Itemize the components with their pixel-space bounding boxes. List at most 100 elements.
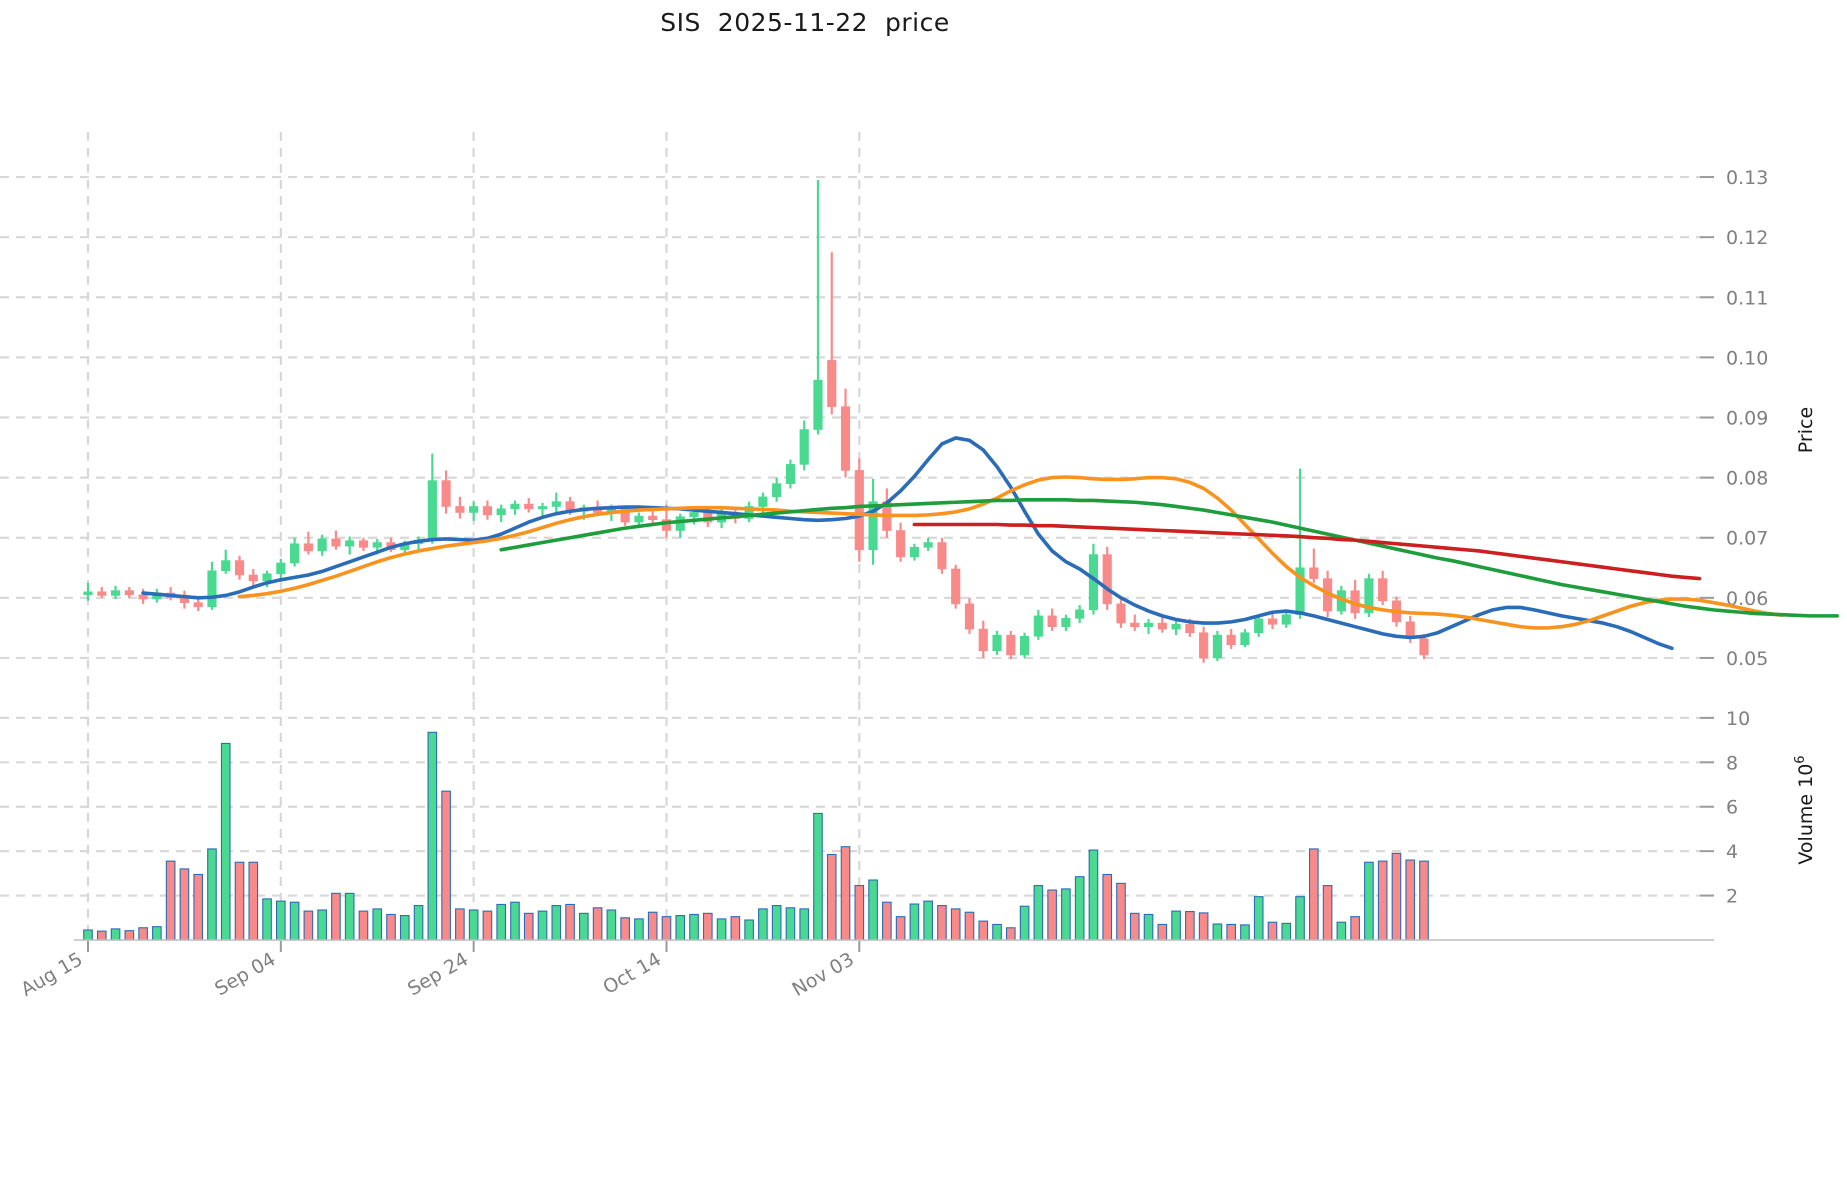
candle-body	[909, 547, 919, 558]
candle-body	[1240, 632, 1250, 646]
candle-body	[110, 590, 121, 596]
candle-body	[978, 628, 988, 652]
volume-bar	[248, 861, 259, 941]
price-panel: 0.13 0.12 0.11 0.10 0.09 0.08 0.07 0.06 0.05 Pric…	[0, 132, 1839, 700]
volume-bar	[1129, 912, 1140, 941]
candle-body	[868, 501, 878, 551]
candle-body	[372, 542, 382, 548]
volume-bar	[276, 900, 286, 941]
volume-bar	[647, 911, 658, 941]
price-tick-label: 0.05	[1726, 648, 1768, 670]
candle-body	[537, 506, 548, 510]
volume-bar	[1281, 922, 1292, 941]
candle-body	[1075, 609, 1085, 619]
candle-body	[661, 519, 672, 531]
volume-bar	[1116, 882, 1126, 941]
candle-body	[551, 501, 561, 507]
volume-tick-label: 8	[1726, 752, 1738, 774]
volume-bar	[441, 790, 451, 941]
volume-bar	[165, 860, 176, 941]
volume-bar	[1308, 848, 1319, 941]
volume-series	[83, 731, 1429, 941]
price-tick-label: 0.12	[1726, 227, 1768, 249]
x-tick-label: Sep 24	[404, 948, 472, 1000]
candle-body	[923, 542, 933, 548]
volume-bar	[1102, 873, 1113, 941]
candle-body	[785, 464, 796, 484]
volume-bar	[207, 848, 217, 941]
volume-bar	[1143, 913, 1154, 941]
volume-bar	[950, 908, 961, 941]
price-tick-label: 0.10	[1726, 347, 1768, 369]
volume-bar	[1240, 924, 1250, 941]
volume-bar	[413, 905, 424, 941]
candle-body	[290, 543, 300, 564]
volume-bar	[1405, 859, 1416, 941]
volume-bar	[868, 879, 878, 941]
volume-bar	[482, 910, 493, 941]
candle-body	[772, 483, 782, 498]
volume-bar	[565, 903, 575, 941]
volume-bar	[661, 916, 672, 941]
volume-bar	[620, 917, 630, 941]
candle-body	[441, 480, 451, 507]
ma-red-line	[912, 522, 1702, 581]
candle-body	[469, 506, 479, 513]
volume-panel: 10 8 6 4 2 Volume 106	[0, 701, 1817, 945]
price-axis-title: Price	[1795, 407, 1817, 453]
volume-bar	[964, 911, 975, 941]
volume-bar	[675, 915, 686, 941]
candle-body	[1364, 578, 1374, 614]
volume-bar	[193, 873, 204, 941]
volume-bar	[1019, 905, 1030, 941]
volume-bar	[702, 912, 713, 941]
volume-bar	[1226, 923, 1236, 941]
x-tick-label: Aug 15	[17, 948, 86, 1001]
candle-body	[482, 506, 492, 516]
volume-bar	[83, 929, 93, 941]
volume-bar	[1074, 876, 1085, 941]
candle-body	[1020, 636, 1030, 656]
candle-body	[1157, 622, 1167, 630]
volume-bar	[771, 905, 782, 941]
price-tick-label: 0.08	[1726, 468, 1768, 490]
volume-bar	[1377, 860, 1388, 941]
candle-body	[345, 540, 355, 547]
volume-bar	[1088, 849, 1099, 941]
volume-bar	[358, 910, 369, 941]
volume-bar	[909, 903, 920, 941]
ma-blue-line	[141, 436, 1674, 651]
volume-bar	[1212, 923, 1223, 941]
volume-tick-label: 2	[1726, 886, 1738, 908]
candle-body	[937, 542, 947, 570]
page-title: SIS 2025-11-22 price	[660, 8, 950, 37]
volume-bar	[1047, 889, 1057, 941]
volume-bar	[537, 910, 548, 941]
volume-bar	[992, 923, 1002, 941]
volume-bar	[758, 908, 768, 941]
volume-bar	[234, 861, 245, 941]
candle-body	[331, 538, 341, 547]
candle-body	[496, 508, 506, 516]
volume-bar	[592, 907, 603, 941]
candle-body	[510, 503, 520, 510]
volume-bar	[289, 901, 300, 941]
candle-body	[1378, 578, 1388, 602]
volume-bar	[1157, 923, 1168, 941]
candle-body	[221, 560, 231, 572]
volume-bar	[799, 908, 810, 941]
ma-orange-line	[237, 475, 1784, 630]
candle-body	[262, 573, 272, 582]
price-tick-label: 0.06	[1726, 588, 1768, 610]
volume-bar	[1295, 896, 1305, 941]
volume-bar	[1171, 910, 1181, 941]
candle-body	[97, 591, 107, 596]
candle-body	[124, 590, 134, 596]
volume-bar	[386, 913, 396, 941]
volume-bar	[455, 908, 465, 941]
volume-bar	[523, 912, 534, 941]
volume-bar	[1185, 911, 1195, 941]
candle-body	[1130, 622, 1140, 627]
price-tick-label: 0.11	[1726, 287, 1768, 309]
volume-bar	[1267, 921, 1278, 941]
